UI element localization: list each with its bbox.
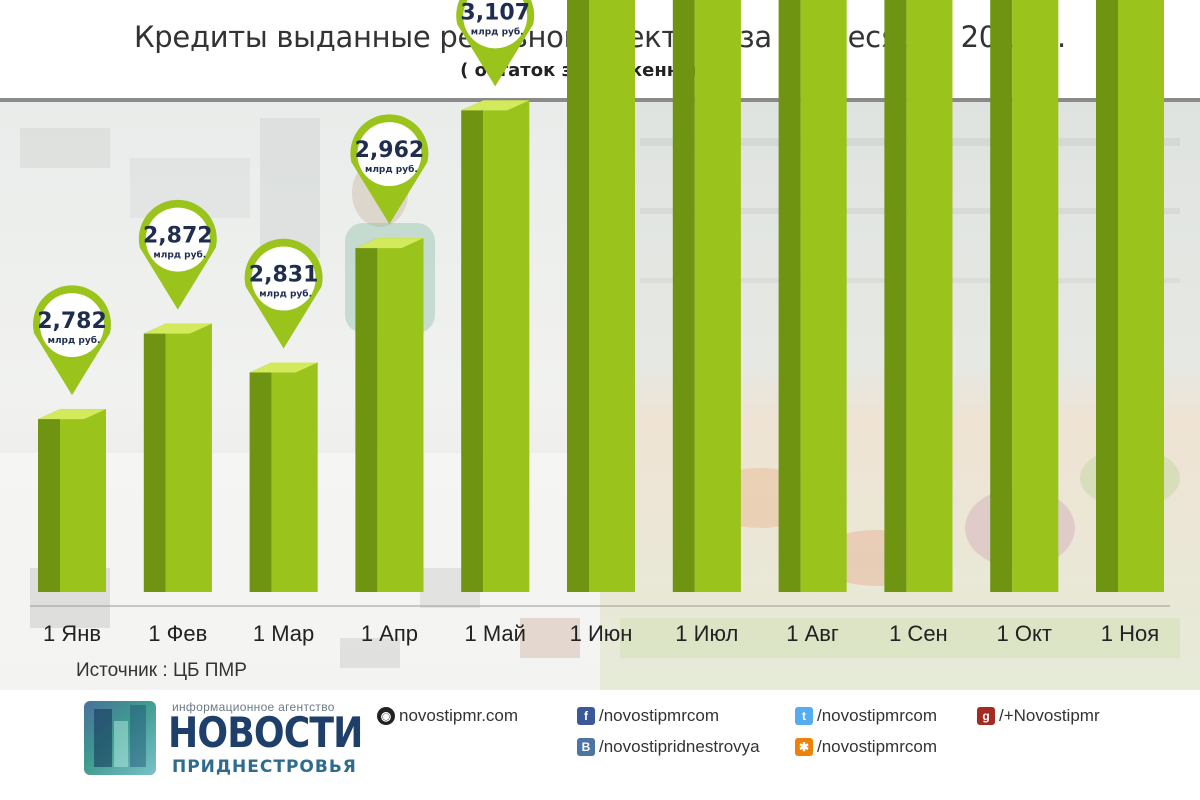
x-tick-label-9: 1 Окт <box>996 621 1051 646</box>
bar-front-3 <box>377 238 424 592</box>
unit-label-0: млрд руб. <box>48 335 101 346</box>
bar-0 <box>38 409 106 592</box>
bar-side-9 <box>990 0 1013 592</box>
bar-9 <box>990 0 1059 593</box>
logo-subtitle: ПРИДНЕСТРОВЬЯ <box>172 757 357 777</box>
x-tick-label-6: 1 Июл <box>675 621 738 646</box>
logo-caption: информационное агентство <box>172 700 335 714</box>
bar-side-6 <box>672 0 695 592</box>
bar-side-7 <box>778 0 801 592</box>
unit-label-2: млрд руб. <box>259 289 312 300</box>
bar-front-0 <box>60 409 106 592</box>
website-link[interactable]: ◉ novostipmr.com <box>377 706 518 726</box>
unit-label-4: млрд руб. <box>471 26 524 37</box>
bar-side-8 <box>884 0 907 592</box>
bar-3 <box>355 238 424 592</box>
bar-front-5 <box>589 0 635 593</box>
x-tick-label-10: 1 Ноя <box>1101 621 1159 646</box>
x-tick-labels: 1 Янв 1 Фев 1 Мар 1 Апр 1 Май 1 Июн 1 Июл 1 Авг… <box>43 621 1159 646</box>
bar-side-4 <box>461 100 484 592</box>
value-label-0: 2,782 <box>37 309 107 334</box>
unit-label-1: млрд руб. <box>153 250 206 261</box>
odnoklassniki-icon: ✱ <box>795 738 813 756</box>
logo-title[interactable]: НОВОСТИ <box>168 708 363 757</box>
unit-label-3: млрд руб. <box>365 164 418 175</box>
globe-icon: ◉ <box>377 707 395 725</box>
vk-icon: B <box>577 738 595 756</box>
bar-side-1 <box>143 323 166 592</box>
footer <box>0 690 1200 800</box>
pin-face-4 <box>463 0 528 49</box>
bar-side-3 <box>355 238 378 592</box>
twitter-link-text: /novostipmrcom <box>817 706 937 725</box>
bar-top-2 <box>249 362 318 373</box>
twitter-icon: t <box>795 707 813 725</box>
bar-side-10 <box>1096 0 1118 592</box>
pin-face-2 <box>251 246 316 311</box>
vk-link-text: /novostipridnestrovya <box>599 737 760 756</box>
bar-2 <box>249 362 318 592</box>
pin-face-3 <box>357 122 422 187</box>
value-label-3: 2,962 <box>355 138 425 163</box>
facebook-icon: f <box>577 707 595 725</box>
x-tick-label-4: 1 Май <box>464 621 525 646</box>
x-tick-label-8: 1 Сен <box>889 621 948 646</box>
value-label-4: 3,107 <box>460 0 530 25</box>
google-plus-link-text: /+Novostipmr <box>999 706 1100 725</box>
bar-front-8 <box>906 0 953 592</box>
bar-top-1 <box>143 323 212 334</box>
bar-front-6 <box>694 0 741 593</box>
bar-front-4 <box>483 100 530 592</box>
pin-face-1 <box>145 207 210 272</box>
bar-4 <box>461 100 530 592</box>
vk-link[interactable]: B /novostipridnestrovya <box>577 737 760 757</box>
x-tick-label-0: 1 Янв <box>43 621 101 646</box>
x-tick-label-7: 1 Авг <box>786 621 839 646</box>
bar-top-4 <box>461 100 530 111</box>
value-label-2: 2,831 <box>249 263 319 288</box>
google-plus-link[interactable]: g /+Novostipmr <box>977 706 1100 726</box>
bar-front-9 <box>1012 0 1059 593</box>
bars-layer <box>38 0 1164 593</box>
bar-side-2 <box>249 362 272 592</box>
bar-8 <box>884 0 953 592</box>
bar-front-10 <box>1118 0 1164 592</box>
bar-top-0 <box>38 409 106 420</box>
bar-7 <box>778 0 847 592</box>
bar-5 <box>567 0 635 593</box>
bar-side-0 <box>38 409 60 592</box>
value-label-1: 2,872 <box>143 224 213 249</box>
pin-face-0 <box>40 293 104 358</box>
bar-1 <box>143 323 212 592</box>
odnoklassniki-link[interactable]: ✱ /novostipmrcom <box>795 737 937 757</box>
bar-10 <box>1096 0 1164 592</box>
odnoklassniki-link-text: /novostipmrcom <box>817 737 937 756</box>
x-tick-label-3: 1 Апр <box>361 621 418 646</box>
bar-side-5 <box>567 0 589 592</box>
x-tick-label-2: 1 Мар <box>253 621 314 646</box>
x-tick-label-1: 1 Фев <box>148 621 207 646</box>
google-plus-icon: g <box>977 707 995 725</box>
facebook-link[interactable]: f /novostipmrcom <box>577 706 719 726</box>
x-tick-label-5: 1 Июн <box>570 621 633 646</box>
bar-front-1 <box>165 323 212 592</box>
bar-front-7 <box>800 0 847 592</box>
news-logo-icon[interactable] <box>84 701 156 775</box>
website-link-text: novostipmr.com <box>399 706 519 725</box>
twitter-link[interactable]: t /novostipmrcom <box>795 706 937 726</box>
bar-top-3 <box>355 238 424 249</box>
bar-6 <box>672 0 741 593</box>
source-note: Источник : ЦБ ПМР <box>76 660 247 681</box>
bar-front-2 <box>271 362 318 592</box>
facebook-link-text: /novostipmrcom <box>599 706 719 725</box>
